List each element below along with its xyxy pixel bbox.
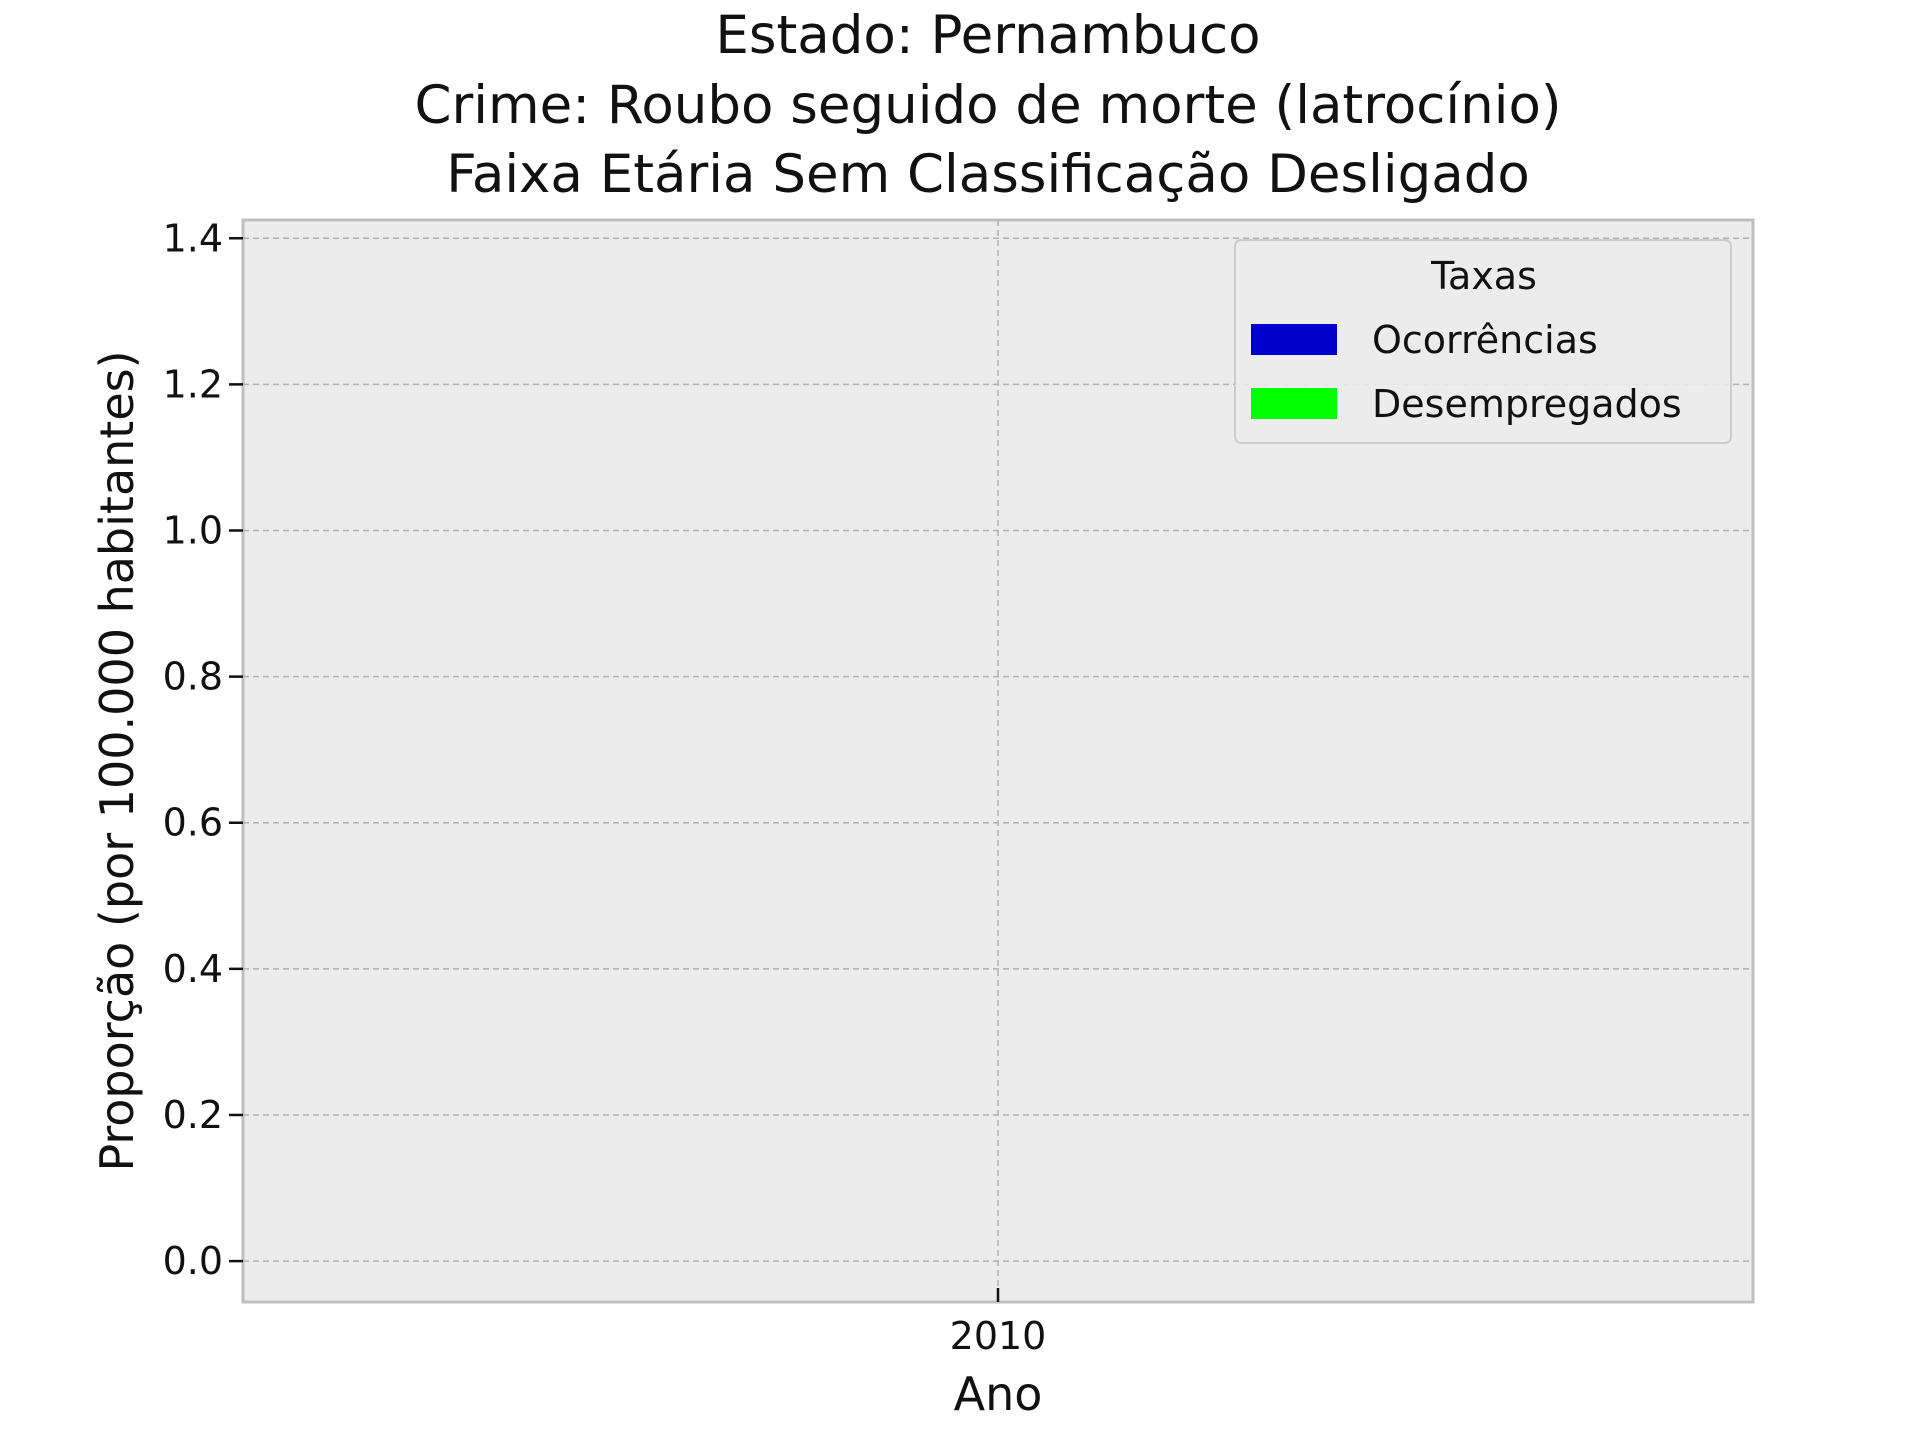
x-axis-ticks: 2010 — [950, 1288, 1047, 1358]
y-tick-label: 0.8 — [163, 655, 223, 699]
legend-box — [1234, 239, 1732, 444]
chart-title-line-2: Crime: Roubo seguido de morte (latrocíni… — [414, 75, 1561, 136]
y-tick-label: 0.0 — [163, 1239, 223, 1283]
y-tick-label: 1.2 — [163, 362, 223, 406]
y-tick-label: 1.4 — [163, 216, 223, 260]
y-tick-label: 1.0 — [163, 508, 223, 552]
y-tick-label: 0.4 — [163, 947, 223, 991]
chart-title-line-1: Estado: Pernambuco — [715, 5, 1260, 66]
legend: Taxas Ocorrências Desempregados — [1234, 239, 1732, 444]
legend-swatch-desempregados — [1251, 388, 1337, 419]
legend-swatch-ocorrencias — [1251, 324, 1337, 355]
y-tick-label: 0.6 — [163, 801, 223, 845]
x-axis-label: Ano — [954, 1367, 1043, 1421]
x-tick-label: 2010 — [950, 1314, 1047, 1358]
legend-label-ocorrencias: Ocorrências — [1372, 318, 1598, 362]
y-tick-label: 0.2 — [163, 1093, 223, 1137]
grid-lines — [243, 220, 1753, 1302]
y-axis-ticks: 0.0 0.2 0.4 0.6 0.8 1.0 1.2 1.4 — [163, 216, 243, 1283]
legend-label-desempregados: Desempregados — [1372, 382, 1682, 426]
chart-title-line-3: Faixa Etária Sem Classificação Desligado — [446, 144, 1530, 205]
legend-title: Taxas — [1430, 254, 1537, 298]
y-axis-label: Proporção (por 100.000 habitantes) — [90, 350, 144, 1171]
